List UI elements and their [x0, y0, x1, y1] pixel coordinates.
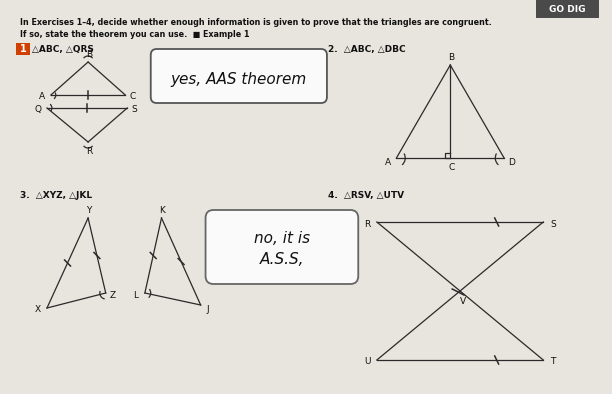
Text: C: C: [129, 91, 135, 100]
Text: In Exercises 1–4, decide whether enough information is given to prove that the t: In Exercises 1–4, decide whether enough …: [20, 17, 491, 26]
FancyBboxPatch shape: [151, 49, 327, 103]
Text: 1: 1: [20, 44, 26, 54]
Text: If so, state the theorem you can use.  ■ Example 1: If so, state the theorem you can use. ■ …: [20, 30, 249, 39]
Text: A: A: [39, 91, 45, 100]
Text: K: K: [160, 206, 165, 214]
Text: Z: Z: [110, 290, 116, 299]
Text: 2.  △ABC, △DBC: 2. △ABC, △DBC: [328, 45, 406, 54]
Text: no, it is
A.S.S,: no, it is A.S.S,: [254, 231, 310, 267]
Text: U: U: [364, 357, 370, 366]
Text: B: B: [448, 52, 454, 61]
FancyBboxPatch shape: [206, 210, 358, 284]
Text: S: S: [131, 104, 137, 113]
Text: 3.  △XYZ, △JKL: 3. △XYZ, △JKL: [20, 191, 92, 199]
FancyBboxPatch shape: [536, 0, 599, 18]
Text: R: R: [364, 219, 370, 229]
Text: X: X: [35, 305, 41, 314]
Text: R: R: [86, 147, 92, 156]
Text: yes, AAS theorem: yes, AAS theorem: [171, 71, 307, 87]
Text: A: A: [384, 158, 390, 167]
Text: C: C: [448, 162, 454, 171]
Text: D: D: [509, 158, 515, 167]
Text: T: T: [550, 357, 556, 366]
Text: △ABC, △QRS: △ABC, △QRS: [32, 45, 94, 54]
Text: S: S: [550, 219, 556, 229]
Text: B: B: [86, 50, 92, 58]
Text: 4.  △RSV, △UTV: 4. △RSV, △UTV: [328, 191, 404, 199]
Text: GO DIG: GO DIG: [550, 4, 586, 13]
Text: Q: Q: [35, 104, 42, 113]
Text: V: V: [460, 297, 466, 307]
Text: J: J: [206, 305, 209, 314]
Text: L: L: [133, 290, 138, 299]
FancyBboxPatch shape: [16, 43, 30, 54]
Text: Y: Y: [86, 206, 92, 214]
